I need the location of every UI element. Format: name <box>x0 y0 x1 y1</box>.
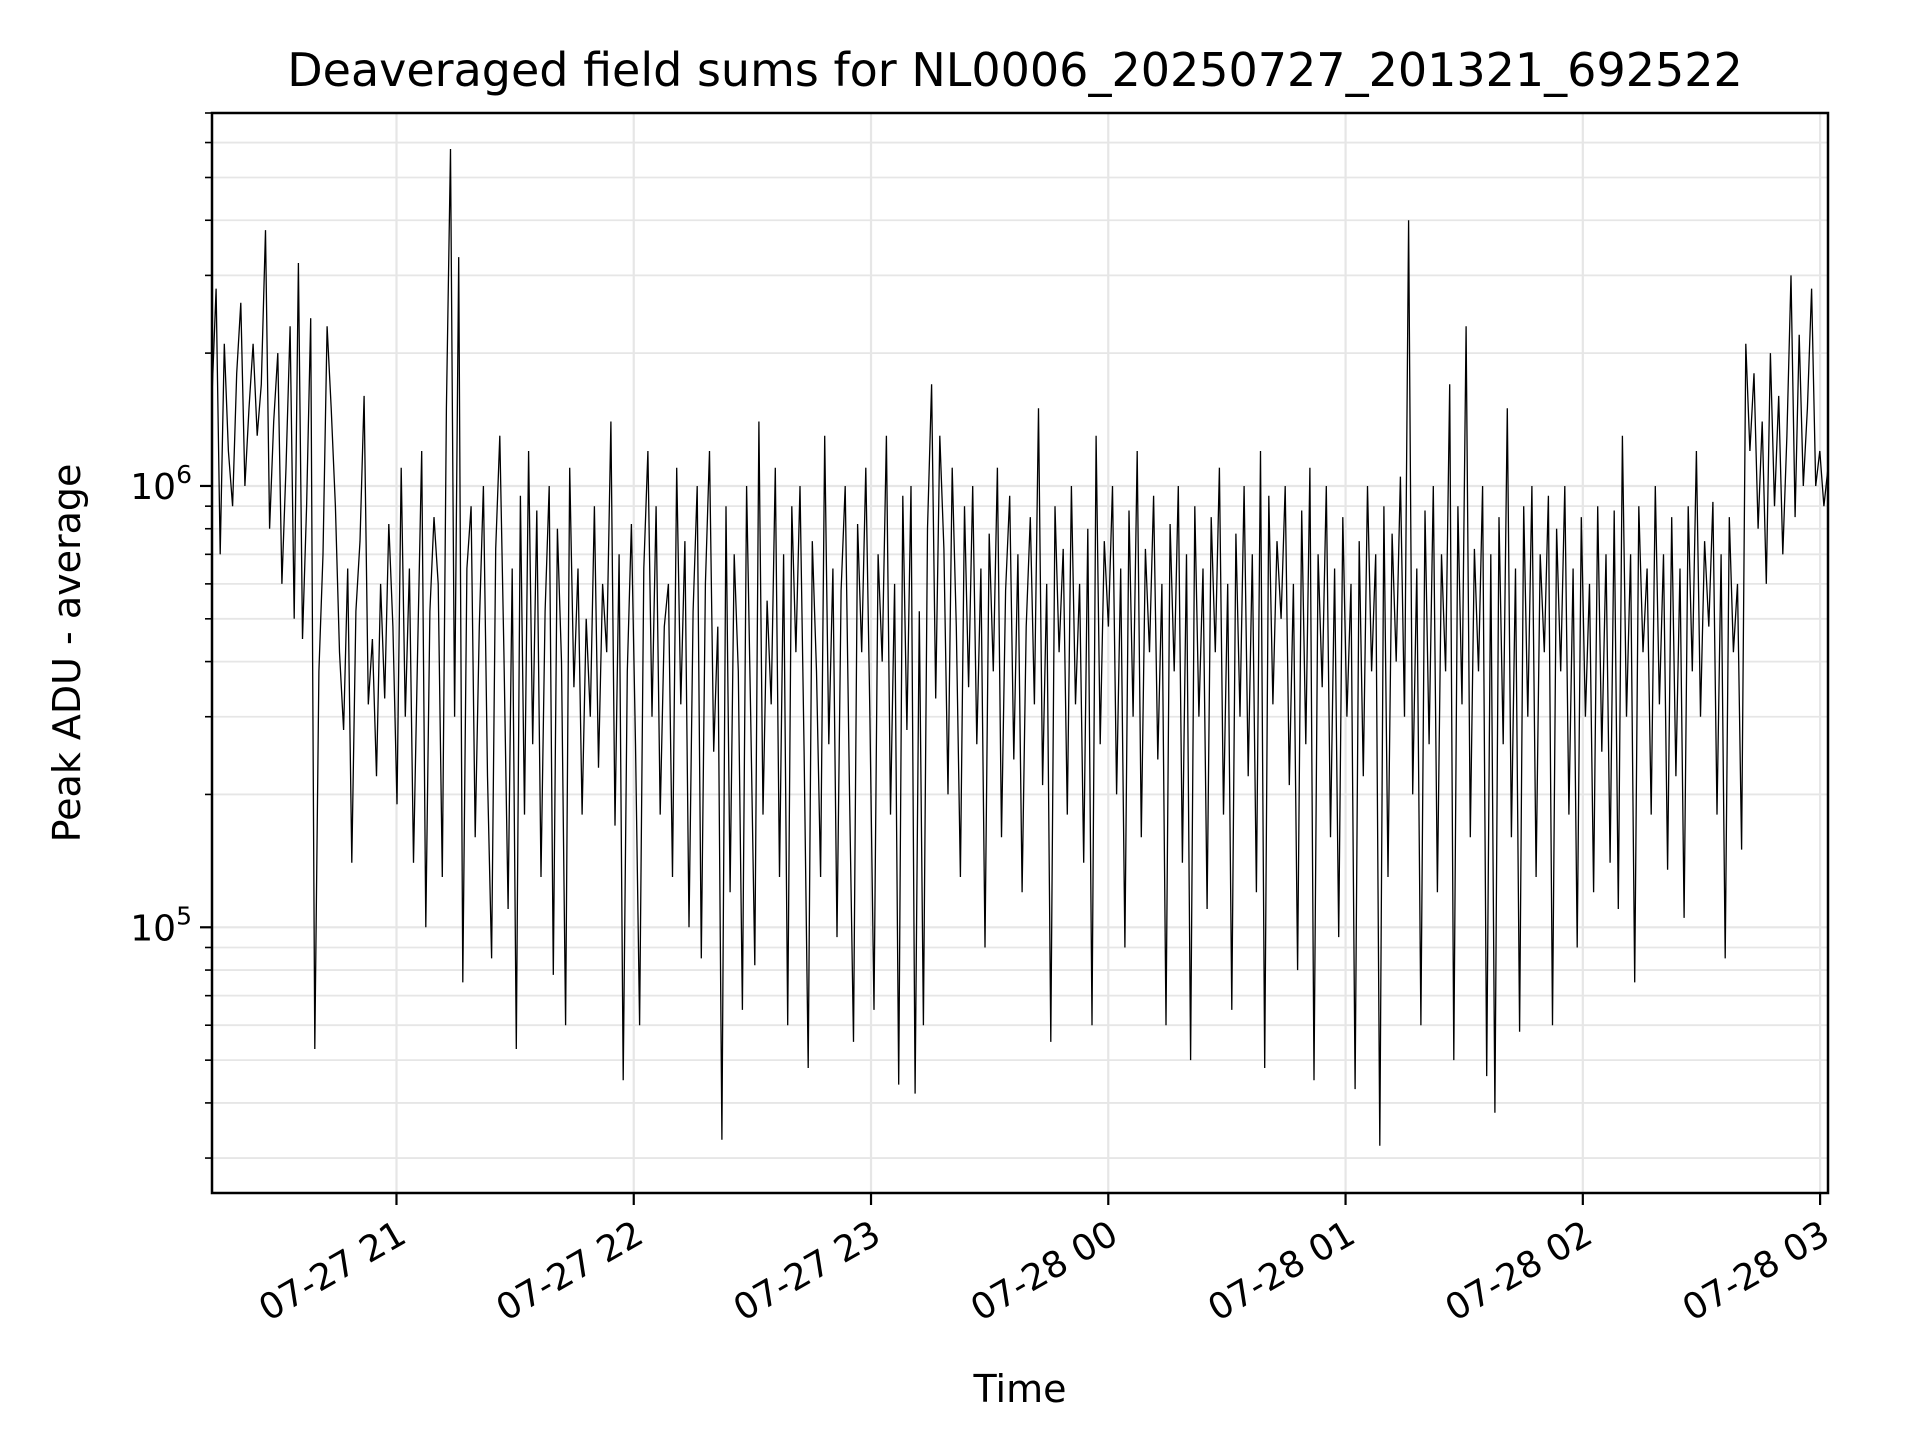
y-tick-label: 106 <box>130 460 192 508</box>
series-line <box>211 148 1829 1146</box>
y-tick-exponent: 6 <box>176 460 192 489</box>
y-tick-exponent: 5 <box>176 901 192 930</box>
series-layer <box>211 148 1829 1146</box>
chart-title: Deaveraged field sums for NL0006_2025072… <box>287 43 1743 97</box>
plot-frame <box>210 111 1830 1195</box>
y-axis-label: Peak ADU - average <box>45 464 89 843</box>
y-tick-base: 10 <box>130 467 176 508</box>
y-tick-label: 105 <box>130 901 192 949</box>
y-tick-base: 10 <box>130 908 176 949</box>
x-axis-label: Time <box>973 1367 1067 1411</box>
